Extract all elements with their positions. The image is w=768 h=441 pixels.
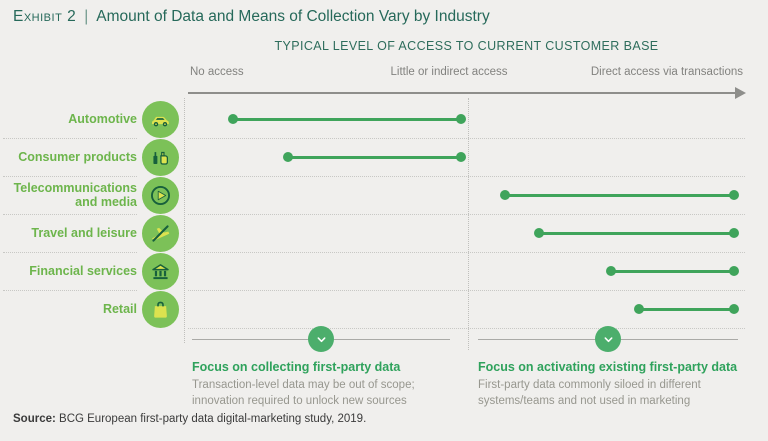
- range-dot-start: [227, 114, 238, 124]
- industry-label: Consumer products: [18, 149, 137, 164]
- title-text: Amount of Data and Means of Collection V…: [96, 8, 490, 25]
- range-dot-end: [455, 114, 466, 124]
- row-separator: [188, 138, 745, 139]
- source-label: Source:: [13, 413, 56, 425]
- range-dot-start: [533, 228, 544, 238]
- range-bar: [606, 266, 739, 276]
- note-heading: Focus on activating existing first-party…: [478, 360, 738, 374]
- range-dot-end: [728, 228, 739, 238]
- row-separator: [188, 176, 745, 177]
- industry-label: Travel and leisure: [31, 225, 137, 240]
- chart-row: [188, 214, 745, 252]
- note-body: First-party data commonly siloed in diff…: [478, 379, 701, 407]
- chart-row: [188, 176, 745, 214]
- note-body: Transaction-level data may be out of sco…: [192, 379, 415, 407]
- page-title: Exhibit 2 | Amount of Data and Means of …: [13, 8, 490, 26]
- bank-icon: [141, 252, 179, 290]
- range-dot-start: [606, 266, 617, 276]
- range-bar: [533, 228, 739, 238]
- exhibit-label: Exhibit 2: [13, 8, 77, 25]
- axis-arrow-head-icon: [735, 87, 746, 99]
- range-bar: [283, 152, 466, 162]
- chevron-down-icon: [308, 326, 334, 352]
- axis-label-no-access: No access: [190, 66, 244, 78]
- chart-row: [188, 252, 745, 290]
- note-heading: Focus on collecting first-party data: [192, 360, 401, 374]
- play-icon: [141, 176, 179, 214]
- industry-icons-column: [141, 100, 179, 328]
- chart-plot-area: [188, 100, 745, 328]
- range-dot-start: [283, 152, 294, 162]
- range-dot-start: [500, 190, 511, 200]
- chart-row: [188, 138, 745, 176]
- row-separator: [188, 328, 745, 329]
- chart-row: [188, 290, 745, 328]
- industry-label: Automotive: [68, 111, 137, 126]
- note-activating: Focus on activating existing first-party…: [478, 326, 738, 409]
- row-separator: [3, 214, 137, 215]
- range-bar: [227, 114, 466, 124]
- industry-label: Financial services: [29, 263, 137, 278]
- title-separator: |: [84, 8, 89, 25]
- range-dot-start: [634, 304, 645, 314]
- note-collecting: Focus on collecting first-party data Tra…: [192, 326, 450, 409]
- range-dot-end: [728, 266, 739, 276]
- plane-icon: [141, 214, 179, 252]
- range-bar: [634, 304, 739, 314]
- industry-label: Retail: [102, 301, 137, 316]
- row-separator: [188, 290, 745, 291]
- chevron-down-icon: [595, 326, 621, 352]
- axis-label-direct-access: Direct access via transactions: [590, 66, 743, 78]
- row-separator: [3, 252, 137, 253]
- range-dot-end: [728, 190, 739, 200]
- row-separator: [188, 214, 745, 215]
- row-separator: [188, 252, 745, 253]
- chart-subtitle: TYPICAL LEVEL OF ACCESS TO CURRENT CUSTO…: [274, 39, 659, 53]
- axis-mid-guide: [468, 98, 469, 350]
- shopping-bag-icon: [141, 290, 179, 328]
- axis-label-indirect-access: Little or indirect access: [390, 66, 508, 78]
- row-separator: [3, 176, 137, 177]
- chart-row: [188, 100, 745, 138]
- note-bracket: [478, 326, 738, 352]
- range-bar: [500, 190, 739, 200]
- industry-labels-column: Automotive Consumer products Telecommuni…: [0, 100, 137, 328]
- range-dot-end: [455, 152, 466, 162]
- source-line: Source: BCG European first-party data di…: [13, 413, 366, 425]
- row-separator: [3, 138, 137, 139]
- row-separator: [3, 290, 137, 291]
- note-bracket: [192, 326, 450, 352]
- axis-arrow-line: [188, 92, 737, 94]
- industry-label: Telecommunications and media: [13, 180, 137, 209]
- axis-start-guide: [184, 98, 185, 343]
- bottles-icon: [141, 138, 179, 176]
- source-text: BCG European first-party data digital-ma…: [55, 413, 367, 425]
- car-icon: [141, 100, 179, 138]
- range-dot-end: [728, 304, 739, 314]
